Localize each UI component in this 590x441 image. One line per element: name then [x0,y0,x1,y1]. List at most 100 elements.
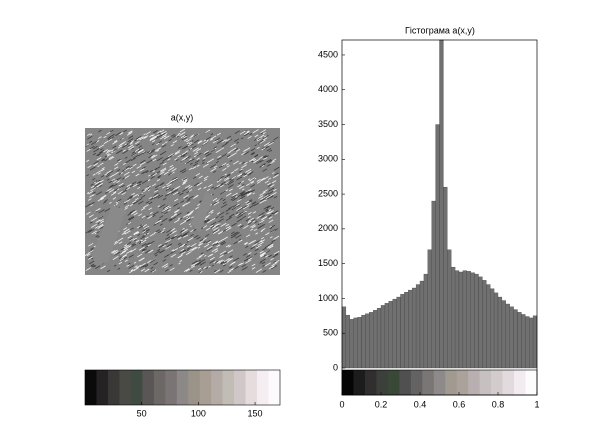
texture-stroke [154,254,158,257]
texture-stroke [168,172,173,176]
texture-stroke [247,191,252,196]
texture-stroke [217,183,224,188]
texture-stroke [173,234,178,237]
texture-stroke [231,222,237,227]
texture-stroke [245,259,252,264]
texture-stroke [270,195,274,198]
texture-stroke [216,212,221,215]
colorbar-cell [222,370,235,405]
histogram-bar [419,280,425,369]
texture-stroke [267,184,272,188]
texture-stroke [127,212,133,216]
texture-stroke [263,135,267,138]
texture-stroke [100,194,107,199]
texture-stroke [167,158,171,161]
texture-stroke [168,138,172,142]
texture-stroke [164,242,168,245]
texture-stroke [249,177,256,182]
texture-stroke [203,243,210,248]
colorbar-cell [502,370,515,395]
texture-stroke [172,177,178,182]
texture-stroke [121,137,124,140]
texture-stroke [176,234,182,239]
texture-stroke [168,218,172,221]
texture-stroke [110,192,117,196]
texture-stroke [265,194,272,199]
texture-stroke [212,139,218,144]
texture-stroke [199,261,206,266]
texture-stroke [210,211,214,214]
texture-stroke [262,247,267,251]
texture-stroke [169,230,176,236]
texture-stroke [164,268,169,272]
texture-stroke [161,132,164,135]
texture-stroke [162,259,167,262]
colorbar-cell [107,370,120,405]
texture-stroke [165,187,171,192]
texture-stroke [182,135,187,139]
texture-stroke [136,137,141,141]
texture-stroke [175,134,180,137]
texture-stroke [254,253,258,256]
texture-stroke [264,155,269,159]
texture-stroke [261,147,266,151]
histogram-bar [349,319,354,369]
texture-stroke [171,249,175,252]
texture-stroke [109,129,114,133]
texture-stroke [186,245,190,248]
texture-stroke [261,236,265,240]
texture-stroke [92,186,97,190]
texture-stroke [160,230,165,233]
texture-stroke [240,193,244,196]
texture-stroke [160,135,167,140]
texture-stroke [114,163,119,166]
texture-stroke [187,251,192,254]
texture-stroke [167,243,173,247]
texture-stroke [215,242,219,246]
texture-stroke [166,183,172,188]
texture-stroke [92,191,96,195]
texture-stroke [247,178,251,181]
texture-stroke [88,249,94,254]
texture-stroke [122,177,125,180]
texture-stroke [237,239,243,243]
texture-stroke [255,158,260,163]
texture-stroke [101,158,105,161]
texture-stroke [138,181,143,184]
texture-stroke [150,154,156,158]
histogram-bar [490,288,495,369]
texture-stroke [127,130,133,134]
texture-stroke [186,216,189,219]
texture-stroke [147,179,151,182]
texture-stroke [179,128,186,133]
texture-stroke [119,258,124,262]
colorbar-cell [433,370,446,395]
texture-stroke [115,150,122,155]
texture-stroke [216,244,221,248]
texture-stroke [180,200,185,204]
texture-stroke [186,211,190,214]
texture-stroke [182,203,187,207]
texture-stroke [150,269,155,273]
texture-stroke [155,220,161,224]
colorbar-cell [376,370,389,395]
texture-stroke [200,252,204,255]
texture-stroke [154,250,161,255]
texture-stroke [169,267,175,271]
texture-stroke [165,236,171,240]
texture-stroke [172,189,179,194]
histogram-bar [521,314,526,369]
texture-stroke [210,221,217,226]
texture-stroke [179,260,183,263]
texture-stroke [129,204,133,207]
texture-stroke [91,140,98,146]
texture-stroke [97,182,103,187]
texture-stroke [221,153,228,157]
texture-stroke [262,134,269,139]
texture-stroke [98,220,105,225]
texture-stroke [89,145,95,150]
texture-stroke [182,180,188,184]
texture-stroke [162,207,169,212]
texture-stroke [185,196,188,200]
